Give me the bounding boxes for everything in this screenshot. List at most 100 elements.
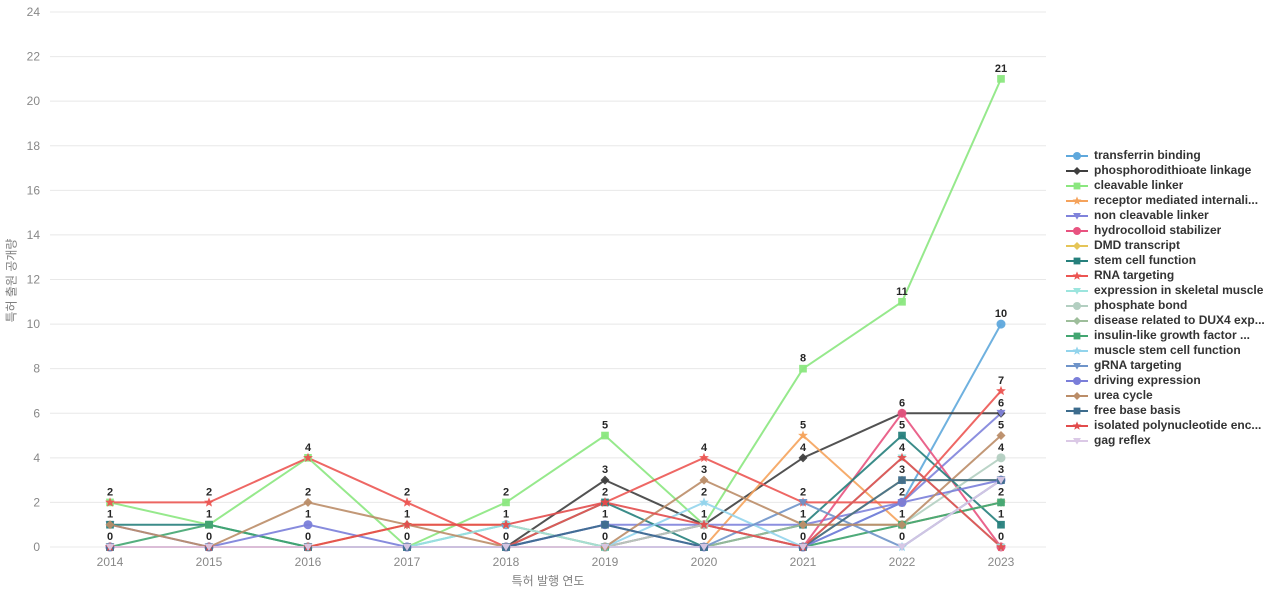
data-labels: 2102104210210210532104321085421011654321…: [107, 63, 1007, 543]
data-label: 4: [800, 442, 807, 454]
legend-item-phosphorodithioate-linkage[interactable]: phosphorodithioate linkage: [1064, 163, 1278, 178]
series-line-hydrocolloid-stabilizer[interactable]: [110, 411, 1002, 549]
data-label: 1: [602, 509, 608, 521]
data-label: 1: [701, 509, 707, 521]
data-label: 3: [998, 464, 1004, 476]
x-tick-label: 2020: [691, 555, 718, 569]
legend-label: driving expression: [1094, 373, 1201, 387]
markers-hydrocolloid-stabilizer[interactable]: [105, 408, 1006, 552]
data-label: 3: [602, 464, 608, 476]
y-tick-label: 24: [27, 5, 41, 19]
x-tick-label: 2021: [790, 555, 817, 569]
data-label: 1: [404, 509, 410, 521]
data-label: 6: [998, 397, 1004, 409]
data-label: 8: [800, 353, 806, 365]
markers-non-cleavable-linker[interactable]: [105, 409, 1006, 552]
y-tick-label: 8: [33, 362, 40, 376]
legend-label: stem cell function: [1094, 253, 1197, 267]
legend: transferrin binding phosphorodithioate li…: [1064, 148, 1278, 448]
star-marker-icon: [1066, 420, 1088, 430]
legend-label: cleavable linker: [1094, 178, 1184, 192]
legend-item-insulin-like-growth-factor-[interactable]: insulin-like growth factor ...: [1064, 328, 1278, 343]
series-line-urea-cycle[interactable]: [109, 434, 1002, 549]
data-label: 3: [701, 464, 707, 476]
data-label: 1: [503, 509, 509, 521]
data-label: 10: [995, 308, 1007, 320]
diamond-marker-icon: [1066, 241, 1088, 250]
data-label: 0: [305, 531, 311, 543]
data-label: 0: [503, 531, 509, 543]
data-label: 1: [305, 509, 311, 521]
legend-label: muscle stem cell function: [1094, 343, 1241, 357]
legend-item-gag-reflex[interactable]: gag reflex: [1064, 433, 1278, 448]
data-label: 1: [107, 509, 113, 521]
data-label: 2: [998, 486, 1004, 498]
x-tick-label: 2016: [295, 555, 322, 569]
data-label: 0: [602, 531, 608, 543]
y-tick-label: 18: [27, 139, 41, 153]
legend-item-non-cleavable-linker[interactable]: non cleavable linker: [1064, 208, 1278, 223]
legend-item-driving-expression[interactable]: driving expression: [1064, 373, 1278, 388]
legend-item-hydrocolloid-stabilizer[interactable]: hydrocolloid stabilizer: [1064, 223, 1278, 238]
markers-gag-reflex[interactable]: [105, 476, 1006, 552]
legend-label: free base basis: [1094, 403, 1181, 417]
series-lines: [109, 78, 1002, 549]
data-label: 2: [602, 486, 608, 498]
legend-item-rna-targeting[interactable]: RNA targeting: [1064, 268, 1278, 283]
legend-item-muscle-stem-cell-function[interactable]: muscle stem cell function: [1064, 343, 1278, 358]
y-axis-title: 특허 출원 공개량: [4, 238, 19, 323]
legend-item-cleavable-linker[interactable]: cleavable linker: [1064, 178, 1278, 193]
data-label: 5: [899, 420, 905, 432]
legend-item-free-base-basis[interactable]: free base basis: [1064, 403, 1278, 418]
legend-item-urea-cycle[interactable]: urea cycle: [1064, 388, 1278, 403]
data-label: 2: [107, 486, 113, 498]
data-label: 4: [899, 442, 906, 454]
data-label: 21: [995, 63, 1007, 75]
diamond-marker-icon: [1066, 166, 1088, 175]
legend-item-expression-in-skeletal-muscle[interactable]: expression in skeletal muscle: [1064, 283, 1278, 298]
series-line-gag-reflex[interactable]: [110, 479, 1002, 548]
legend-label: phosphorodithioate linkage: [1094, 163, 1252, 177]
data-label: 6: [899, 397, 905, 409]
data-label: 0: [899, 531, 905, 543]
star-marker-icon: [1066, 270, 1088, 280]
series-line-stem-cell-function[interactable]: [110, 434, 1002, 549]
data-label: 2: [899, 486, 905, 498]
legend-item-isolated-polynucleotide-enc-[interactable]: isolated polynucleotide enc...: [1064, 418, 1278, 433]
data-label: 0: [107, 531, 113, 543]
legend-item-transferrin-binding[interactable]: transferrin binding: [1064, 148, 1278, 163]
data-label: 0: [998, 531, 1004, 543]
x-tick-label: 2018: [493, 555, 520, 569]
legend-label: receptor mediated internali...: [1094, 193, 1259, 207]
markers-cleavable-linker[interactable]: [106, 75, 1005, 551]
data-label: 7: [998, 375, 1004, 387]
legend-item-dmd-transcript[interactable]: DMD transcript: [1064, 238, 1278, 253]
data-label: 0: [404, 531, 410, 543]
data-label: 3: [899, 464, 905, 476]
legend-item-phosphate-bond[interactable]: phosphate bond: [1064, 298, 1278, 313]
x-tick-label: 2022: [889, 555, 916, 569]
series-line-phosphorodithioate-linkage[interactable]: [110, 412, 1001, 548]
markers-phosphorodithioate-linkage[interactable]: [105, 408, 1006, 552]
legend-label: gRNA targeting: [1094, 358, 1182, 372]
x-axis-ticks: 2014 2015 2016 2017 2018 2019 2020 2021 2022 2023: [97, 555, 1015, 569]
legend-item-receptor-mediated-internali-[interactable]: receptor mediated internali...: [1064, 193, 1278, 208]
data-label: 0: [701, 531, 707, 543]
legend-item-disease-related-to-dux4-exp-[interactable]: disease related to DUX4 exp...: [1064, 313, 1278, 328]
series-line-cleavable-linker[interactable]: [109, 78, 1002, 549]
legend-item-grna-targeting[interactable]: gRNA targeting: [1064, 358, 1278, 373]
circle-marker-icon: [1066, 226, 1088, 235]
triangle-down-marker-icon: [1066, 212, 1088, 220]
data-label: 1: [899, 509, 905, 521]
legend-label: insulin-like growth factor ...: [1094, 328, 1251, 342]
y-tick-label: 14: [27, 228, 41, 242]
data-label: 5: [800, 420, 806, 432]
series-line-non-cleavable-linker[interactable]: [109, 412, 1002, 548]
x-tick-label: 2014: [97, 555, 124, 569]
legend-item-stem-cell-function[interactable]: stem cell function: [1064, 253, 1278, 268]
series-line-receptor-mediated-internali-[interactable]: [110, 434, 1002, 548]
series-markers: [105, 75, 1006, 552]
triangle-down-marker-icon: [1066, 287, 1088, 295]
square-marker-icon: [1066, 332, 1088, 339]
